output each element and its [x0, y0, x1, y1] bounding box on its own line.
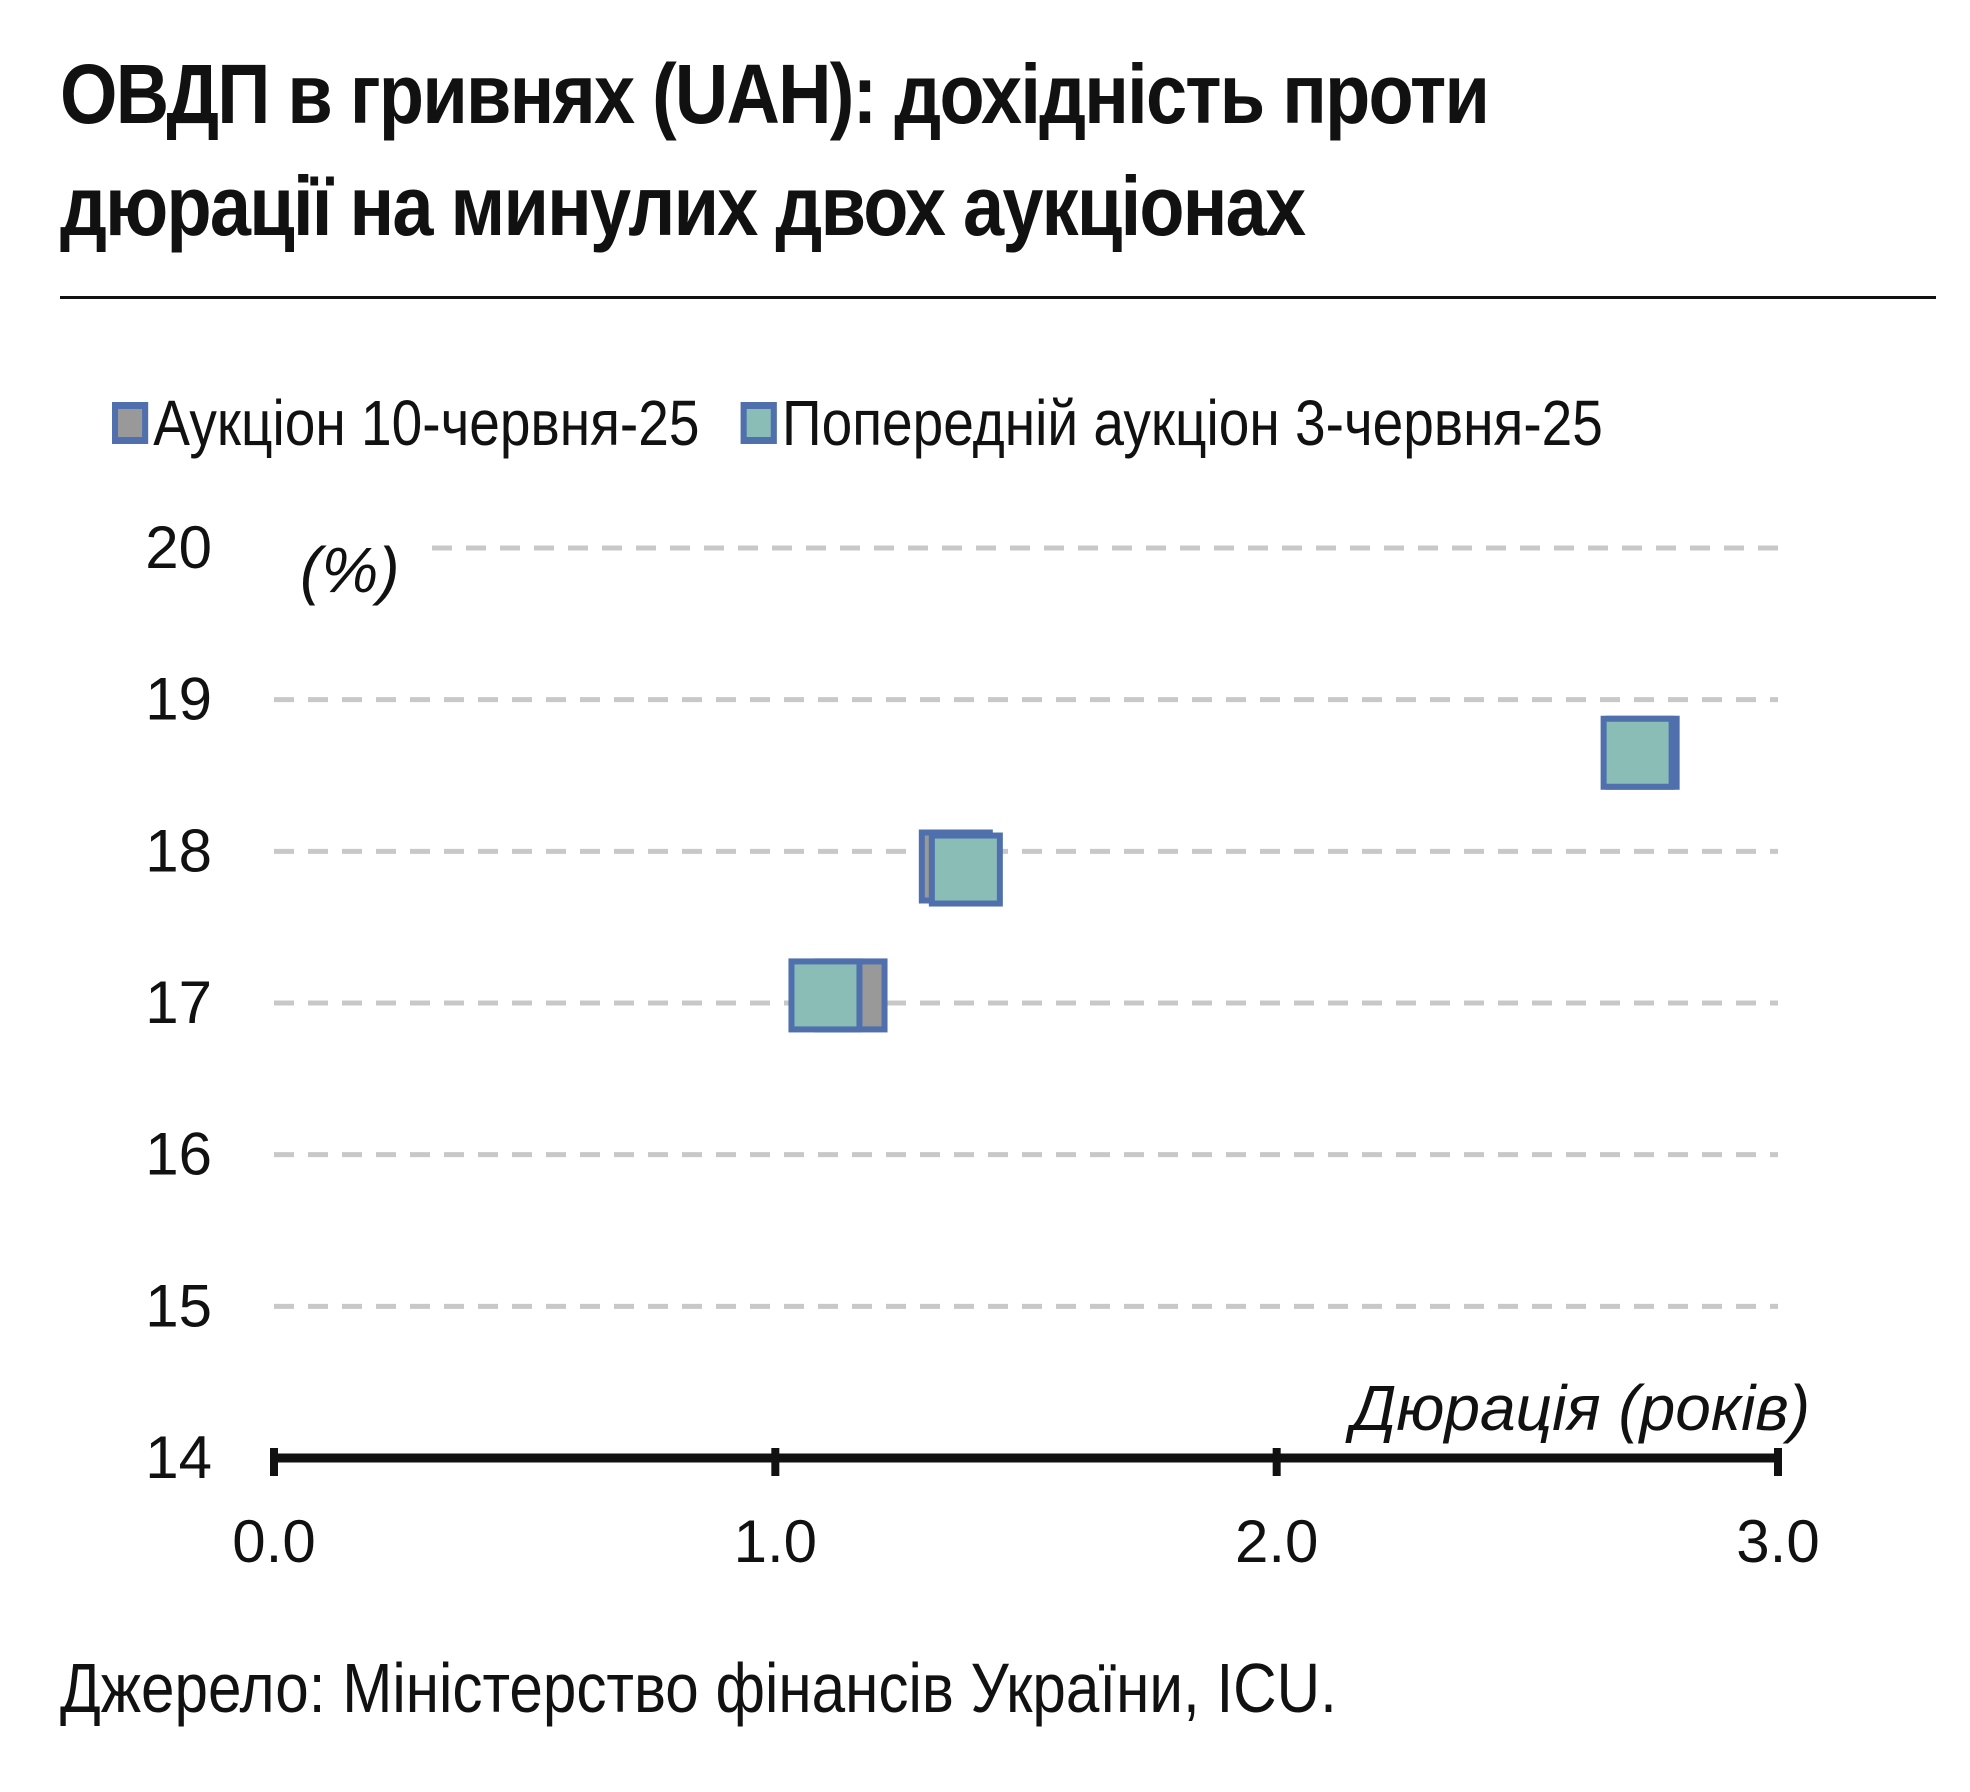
- legend-swatch-current: [112, 402, 149, 444]
- x-tick-label: 1.0: [734, 1508, 817, 1575]
- y-tick-label: 16: [145, 1121, 212, 1188]
- y-tick-label: 14: [145, 1424, 212, 1491]
- chart-legend: Аукціон 10-червня-25 Попередній аукціон …: [112, 378, 1644, 468]
- y-tick-label: 18: [145, 817, 212, 884]
- y-axis-title: (%): [300, 534, 400, 606]
- y-tick-label: 15: [145, 1272, 212, 1339]
- x-tick-label: 3.0: [1736, 1508, 1819, 1575]
- chart-title: ОВДП в гривнях (UAH): дохідність проти д…: [60, 38, 1697, 262]
- legend-label-previous: Попередній аукціон 3-червня-25: [782, 387, 1603, 459]
- x-axis: [270, 1448, 1782, 1476]
- data-points: [788, 715, 1680, 1033]
- point-previous-auction: [928, 832, 1003, 907]
- grid-lines: [274, 545, 1778, 1309]
- y-tick-label: 17: [145, 969, 212, 1036]
- y-tick-label: 20: [145, 514, 212, 581]
- point-previous-auction: [788, 958, 863, 1033]
- x-tick-label: 2.0: [1235, 1508, 1318, 1575]
- y-tick-labels: 14 15 16 17 18 19 20: [145, 514, 212, 1491]
- legend-item-previous: Попередній аукціон 3-червня-25: [740, 386, 1603, 460]
- x-axis-title: Дюрація (років): [1345, 1372, 1810, 1444]
- title-line-1: ОВДП в гривнях (UAH): дохідність проти: [60, 47, 1490, 141]
- x-tick-label: 0.0: [232, 1508, 315, 1575]
- title-divider: [60, 296, 1936, 299]
- y-tick-label: 19: [145, 666, 212, 733]
- source-note: Джерело: Міністерство фінансів України, …: [60, 1649, 1337, 1727]
- legend-item-current: Аукціон 10-червня-25: [112, 386, 699, 460]
- x-tick-labels: 0.0 1.0 2.0 3.0: [232, 1508, 1819, 1575]
- title-line-2: дюрації на минулих двох аукціонах: [60, 159, 1306, 253]
- legend-label-current: Аукціон 10-червня-25: [153, 387, 700, 459]
- legend-swatch-previous: [740, 402, 777, 444]
- point-previous-auction: [1600, 715, 1675, 790]
